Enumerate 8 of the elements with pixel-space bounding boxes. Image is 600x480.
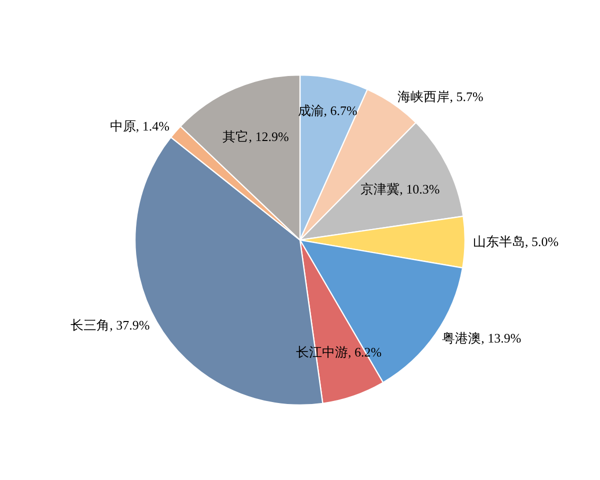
slice-label: 海峡西岸, 5.7% bbox=[398, 89, 484, 104]
slice-label: 山东半岛, 5.0% bbox=[472, 234, 559, 250]
slice-label: 长三角, 37.9% bbox=[70, 318, 150, 333]
slice-label: 京津冀, 10.3% bbox=[360, 181, 440, 196]
slice-label: 其它, 12.9% bbox=[222, 128, 289, 144]
slice-label: 成渝, 6.7% bbox=[298, 102, 358, 118]
slice-label: 中原, 1.4% bbox=[110, 118, 170, 134]
slice-label: 粤港澳, 13.9% bbox=[442, 330, 522, 346]
